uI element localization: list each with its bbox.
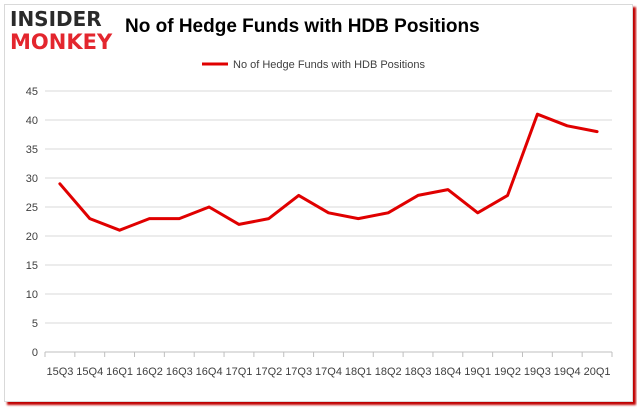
data-point	[118, 229, 121, 232]
data-point	[595, 130, 599, 133]
x-tick-label: 19Q1	[464, 366, 491, 378]
x-tick-label: 16Q2	[136, 366, 163, 378]
x-tick-label: 17Q4	[315, 366, 342, 378]
data-point	[267, 217, 271, 220]
insider-monkey-logo: INSIDER MONKEY	[10, 8, 118, 56]
y-tick-label: 45	[26, 86, 38, 98]
x-tick-label: 19Q2	[494, 366, 521, 378]
x-tick-label: 17Q1	[226, 366, 253, 378]
x-tick-label: 18Q3	[405, 366, 432, 378]
x-tick-label: 20Q1	[584, 366, 611, 378]
logo-text-monkey: MONKEY	[10, 30, 113, 54]
x-tick-label: 17Q2	[255, 366, 282, 378]
y-tick-label: 25	[26, 202, 38, 214]
data-point	[386, 211, 390, 214]
data-point	[327, 211, 330, 214]
chart-title: No of Hedge Funds with HDB Positions	[125, 16, 480, 37]
x-tick-label: 16Q1	[106, 366, 133, 378]
data-point	[88, 217, 91, 220]
x-tick-label: 16Q3	[166, 366, 193, 378]
y-tick-label: 15	[26, 260, 38, 272]
data-point	[58, 182, 62, 185]
data-point	[566, 124, 569, 128]
data-point	[416, 194, 420, 197]
data-point	[178, 217, 181, 220]
y-tick-label: 0	[32, 347, 38, 359]
x-tick-label: 16Q4	[196, 366, 223, 378]
legend-label: No of Hedge Funds with HDB Positions	[233, 59, 425, 71]
y-tick-label: 5	[32, 318, 38, 330]
data-point	[237, 223, 241, 226]
data-point	[536, 113, 539, 116]
y-tick-label: 40	[26, 115, 38, 127]
chart-frame	[4, 4, 633, 402]
logo-text-insider: INSIDER	[10, 7, 102, 31]
data-point	[297, 194, 300, 197]
data-point	[446, 188, 450, 191]
y-tick-label: 30	[26, 173, 38, 185]
x-tick-label: 18Q1	[345, 366, 372, 378]
y-tick-label: 10	[26, 289, 38, 301]
data-point	[148, 217, 151, 220]
y-tick-label: 20	[26, 231, 38, 243]
x-tick-label: 19Q3	[524, 366, 551, 378]
x-tick-label: 15Q3	[46, 366, 73, 378]
data-point	[207, 205, 211, 209]
x-tick-label: 19Q4	[554, 366, 581, 378]
data-point	[476, 211, 479, 214]
x-tick-label: 18Q2	[375, 366, 402, 378]
x-tick-label: 15Q4	[76, 366, 103, 378]
data-point	[506, 194, 509, 197]
data-point	[357, 217, 360, 220]
x-tick-label: 17Q3	[285, 366, 312, 378]
x-tick-label: 18Q4	[434, 366, 461, 378]
y-tick-label: 35	[26, 144, 38, 156]
